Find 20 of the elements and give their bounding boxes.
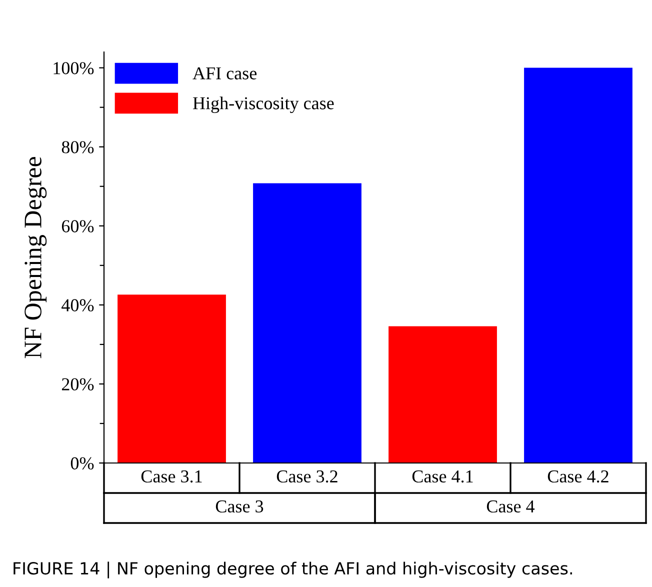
bar [524, 68, 632, 463]
text: Case 3 [216, 500, 264, 513]
bar [118, 294, 226, 463]
x-tick-label: Case 3.2 [276, 470, 338, 483]
y-tick-label: 0% [70, 457, 94, 470]
x-tick-label: Case 3.1 [141, 470, 202, 483]
y-tick-label: 20% [62, 378, 94, 390]
y-axis-title: NF Opening Degree [24, 157, 47, 358]
x-tick-label: Case 4.2 [548, 470, 608, 483]
text: Case 4 [486, 500, 535, 513]
bar [388, 326, 497, 463]
legend-label: High-viscosity case [192, 96, 334, 114]
y-tick-label: 100% [54, 62, 94, 74]
bar [253, 183, 362, 463]
y-tick-label: 40% [62, 299, 94, 312]
y-tick-label: 60% [62, 220, 94, 232]
legend-label: AFI case [192, 67, 257, 80]
x-tick-label: Case 4.1 [412, 470, 473, 483]
y-tick-label: 80% [62, 141, 94, 154]
caption: FIGURE 14 | NF opening degree of the AFI and high-viscosity cases. [14, 562, 572, 578]
